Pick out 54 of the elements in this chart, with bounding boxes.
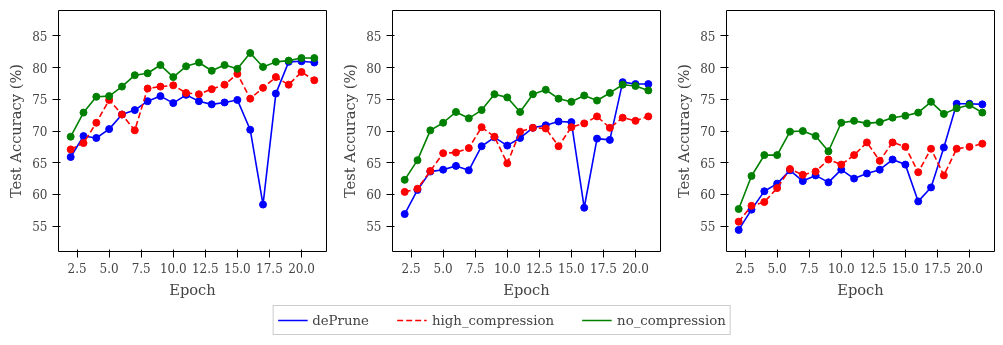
x-axis-title: Epoch [169, 280, 217, 298]
x-tick-label: 5.0 [767, 261, 787, 276]
x-tick-label: 10.0 [827, 261, 855, 276]
legend-label: no_compression [617, 312, 726, 328]
y-axis-title: Test Accuracy (%) [341, 63, 359, 199]
y-tick-label: 80 [32, 61, 48, 76]
y-tick-label: 55 [32, 220, 48, 235]
legend-label: high_compression [431, 312, 555, 328]
x-tick-label: 10.0 [159, 261, 187, 276]
y-tick-label: 80 [366, 61, 382, 76]
x-tick-label: 20.0 [956, 261, 983, 276]
x-tick-label: 2.5 [735, 261, 755, 276]
legend-label: dePrune [312, 312, 369, 328]
x-tick-label: 12.5 [525, 261, 553, 276]
x-tick-label: 15.0 [892, 261, 919, 276]
x-tick-label: 10.0 [493, 261, 521, 276]
x-axis-title: Epoch [503, 280, 551, 298]
y-tick-label: 60 [700, 188, 716, 203]
y-tick-label: 65 [366, 156, 382, 171]
y-axis-title: Test Accuracy (%) [675, 63, 693, 199]
x-tick-label: 20.0 [288, 261, 315, 276]
x-tick-label: 17.5 [256, 261, 283, 276]
y-tick-label: 85 [700, 29, 716, 44]
y-tick-label: 75 [700, 93, 716, 108]
x-tick-label: 7.5 [131, 261, 151, 276]
x-tick-label: 2.5 [67, 261, 87, 276]
x-tick-label: 20.0 [622, 261, 649, 276]
y-tick-label: 85 [366, 29, 382, 44]
x-tick-label: 15.0 [224, 261, 251, 276]
y-tick-label: 70 [366, 125, 382, 139]
y-tick-label: 80 [700, 61, 716, 76]
x-tick-label: 5.0 [99, 261, 119, 276]
y-tick-label: 75 [32, 93, 48, 108]
x-tick-label: 17.5 [590, 261, 617, 276]
x-tick-label: 5.0 [433, 261, 453, 276]
y-tick-label: 60 [366, 188, 382, 203]
y-tick-label: 85 [32, 29, 48, 44]
x-tick-label: 7.5 [465, 261, 485, 276]
y-tick-label: 55 [366, 220, 382, 235]
x-tick-label: 17.5 [924, 261, 951, 276]
y-tick-label: 55 [700, 220, 716, 235]
y-tick-label: 70 [700, 125, 716, 139]
x-tick-label: 7.5 [799, 261, 819, 276]
y-axis-title: Test Accuracy (%) [7, 63, 25, 199]
y-tick-label: 70 [32, 125, 48, 139]
y-tick-label: 60 [32, 188, 48, 203]
y-tick-label: 65 [32, 156, 48, 171]
x-tick-label: 12.5 [191, 261, 219, 276]
y-tick-label: 75 [366, 93, 382, 108]
x-axis-title: Epoch [837, 280, 885, 298]
x-tick-label: 2.5 [401, 261, 421, 276]
x-tick-label: 15.0 [558, 261, 585, 276]
y-tick-label: 65 [700, 156, 716, 171]
x-tick-label: 12.5 [859, 261, 887, 276]
